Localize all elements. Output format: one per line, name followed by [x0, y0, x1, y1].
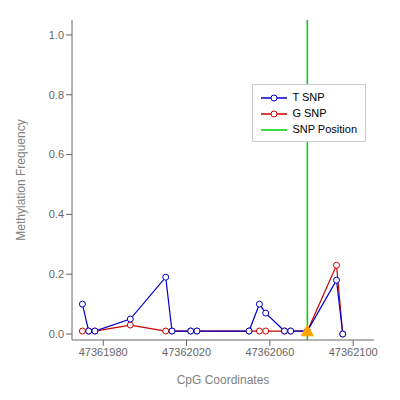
- svg-text:1.0: 1.0: [49, 29, 64, 41]
- svg-text:0.2: 0.2: [49, 268, 64, 280]
- svg-text:0.6: 0.6: [49, 148, 64, 160]
- svg-text:0.4: 0.4: [49, 208, 64, 220]
- svg-text:0.8: 0.8: [49, 89, 64, 101]
- svg-text:47362100: 47362100: [329, 346, 378, 358]
- svg-text:Methylation Frequency: Methylation Frequency: [14, 119, 28, 240]
- svg-text:CpG Coordinates: CpG Coordinates: [177, 373, 270, 387]
- svg-text:47362020: 47362020: [162, 346, 211, 358]
- html-text:G SNP: G SNP: [292, 107, 327, 119]
- html-text:T SNP: T SNP: [292, 91, 325, 103]
- svg-text:47362060: 47362060: [245, 346, 294, 358]
- svg-text:0.0: 0.0: [49, 328, 64, 340]
- svg-text:47361980: 47361980: [79, 346, 128, 358]
- html-text:SNP Position: SNP Position: [292, 123, 357, 135]
